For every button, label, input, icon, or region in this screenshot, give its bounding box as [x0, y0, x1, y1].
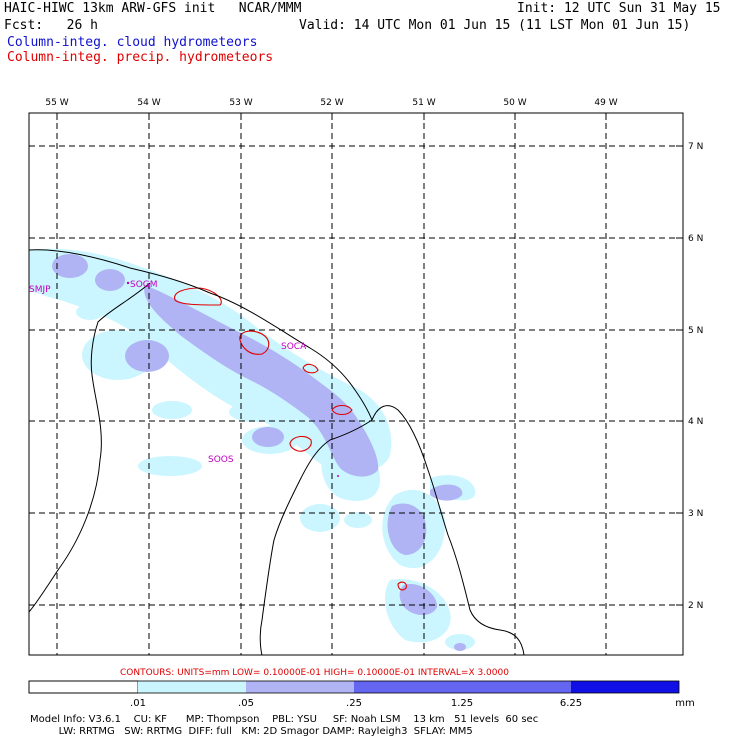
model-info-line-2: LW: RRTMG SW: RRTMG DIFF: full KM: 2D Sm… — [30, 726, 473, 737]
colorbar-bin-1 — [28, 680, 139, 694]
colorbar-bin-5 — [571, 681, 679, 693]
colorbar-bin-3 — [246, 681, 354, 693]
cloud-mid-shading — [52, 254, 466, 651]
model-info-line-1: Model Info: V3.6.1 CU: KF MP: Thompson P… — [30, 714, 538, 725]
colorbar-tick-label: 1.25 — [451, 698, 473, 709]
hydrometeor-shading — [29, 248, 476, 651]
lat-label-6n: 6 N — [688, 234, 703, 244]
map-frame — [28, 112, 684, 656]
valid-time: Valid: 14 UTC Mon 01 Jun 15 (11 LST Mon … — [299, 18, 691, 33]
colorbar-tick-label: 6.25 — [560, 698, 582, 709]
forecast-hour: Fcst: 26 h — [4, 18, 98, 33]
field-label-precip: Column-integ. precip. hydrometeors — [7, 50, 274, 65]
station-label-smjp: SMJP — [29, 285, 51, 295]
colorbar-bin-2 — [138, 681, 246, 693]
lon-label-54w: 54 W — [137, 98, 160, 108]
init-time: Init: 12 UTC Sun 31 May 15 — [517, 1, 721, 16]
title-left: HAIC-HIWC 13km ARW-GFS init NCAR/MMM — [4, 1, 302, 16]
lat-label-4n: 4 N — [688, 417, 703, 427]
coastline — [29, 249, 525, 655]
lon-label-55w: 55 W — [45, 98, 68, 108]
station-label-sogm: SOGM — [130, 280, 158, 290]
lon-label-53w: 53 W — [229, 98, 252, 108]
axis-ticks — [56, 113, 683, 606]
colorbar-tick-label: .01 — [130, 698, 146, 709]
station-marker — [337, 475, 339, 477]
colorbar-tick-label: .25 — [346, 698, 362, 709]
lon-label-50w: 50 W — [503, 98, 526, 108]
lat-label-2n: 2 N — [688, 601, 703, 611]
colorbar — [28, 680, 680, 694]
lat-label-3n: 3 N — [688, 509, 703, 519]
station-label-soca: SOCA — [281, 342, 307, 352]
lon-label-51w: 51 W — [412, 98, 435, 108]
lat-label-7n: 7 N — [688, 142, 703, 152]
lat-label-5n: 5 N — [688, 326, 703, 336]
lon-label-49w: 49 W — [594, 98, 617, 108]
colorbar-bin-4 — [354, 681, 571, 693]
lat-lon-grid — [29, 113, 683, 655]
lon-label-52w: 52 W — [320, 98, 343, 108]
colorbar-tick-label: .05 — [238, 698, 254, 709]
field-label-cloud: Column-integ. cloud hydrometeors — [7, 35, 258, 50]
station-marker-sogm — [126, 281, 130, 285]
colorbar-units: mm — [675, 698, 694, 709]
contour-info: CONTOURS: UNITS=mm LOW= 0.10000E-01 HIGH… — [120, 668, 509, 678]
station-label-soos: SOOS — [208, 455, 234, 465]
